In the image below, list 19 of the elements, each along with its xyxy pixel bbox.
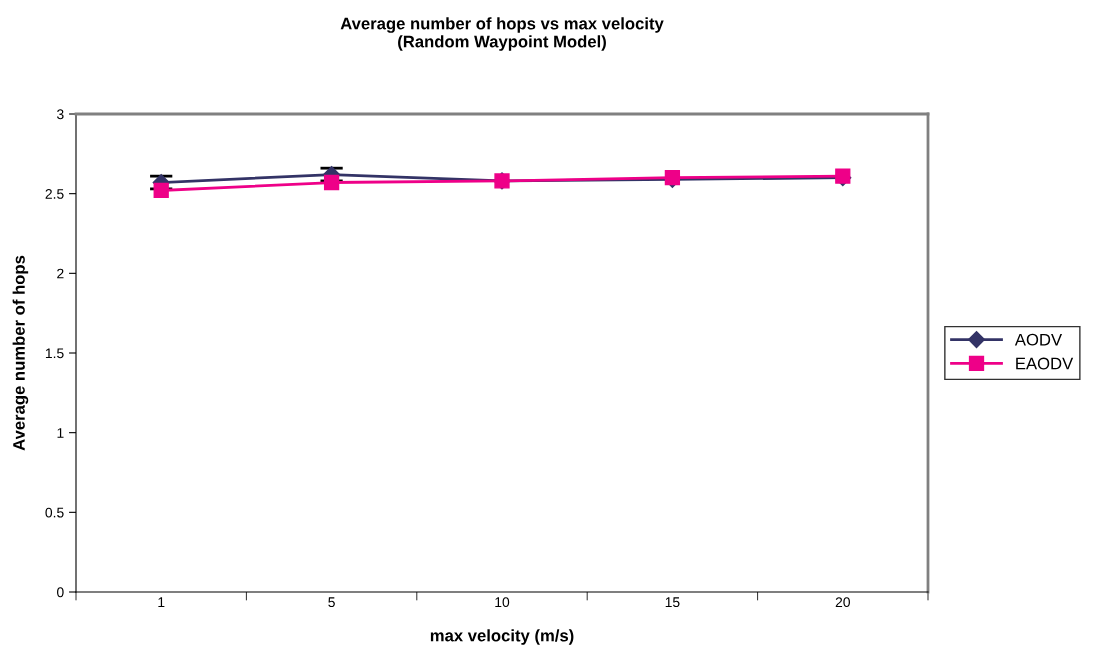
y-tick-label: 0.5 [45,507,64,518]
point [153,182,169,199]
point [323,174,340,191]
y-tick-label: 2.5 [45,189,64,199]
y-tick-label: 2 [57,268,64,279]
y-tick-label: 3 [57,109,64,120]
legend-label: AODV [1014,333,1063,346]
chart-title: Average number of hops vs max velocity (Random Waypoint Model) [340,17,664,51]
y-tick-label: 1.5 [45,348,64,359]
x-tick-label: 1 [158,597,165,607]
y-tick-label: 1 [57,428,64,438]
x-tick-label: 20 [835,597,850,608]
x-axis-title: max velocity (m/s) [430,629,574,645]
y-tick-label: 0 [57,587,64,598]
y-axis-title: Average number of hops [12,255,29,451]
legend-label: EAODV [1016,357,1074,370]
x-tick-label: 15 [665,597,680,608]
x-tick-label: 10 [495,597,510,608]
x-tick-label: 5 [328,597,335,608]
